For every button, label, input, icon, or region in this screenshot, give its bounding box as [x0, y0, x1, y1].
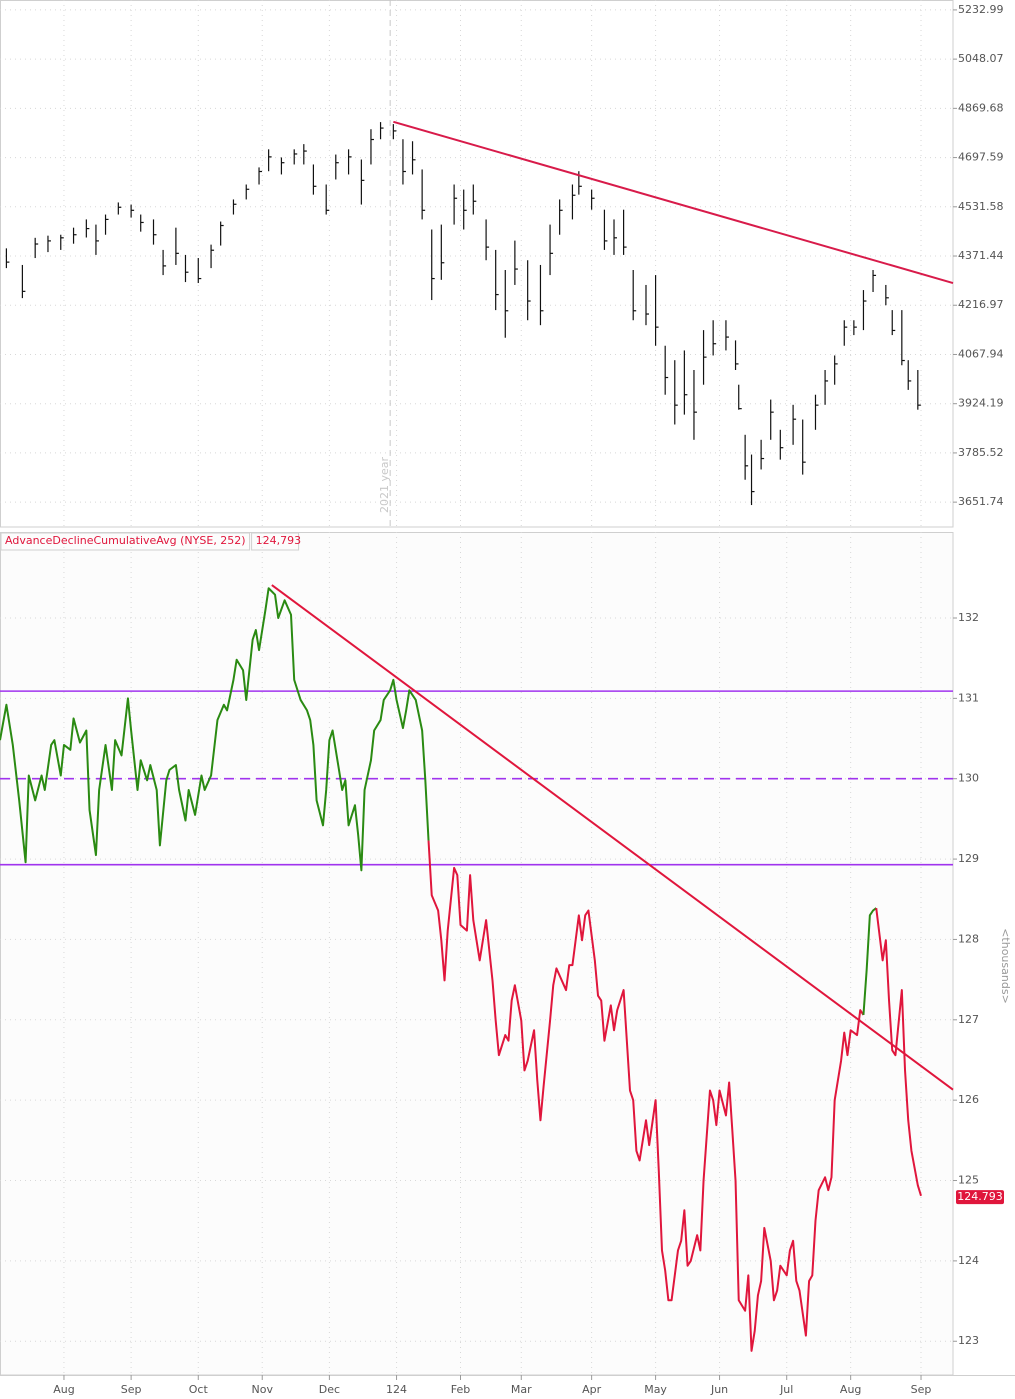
- breadth-line: [427, 840, 865, 1352]
- x-tick-label: Nov: [252, 1383, 274, 1396]
- y-tick-label: 124: [958, 1254, 979, 1267]
- y-tick-label: 3651.74: [958, 495, 1004, 508]
- x-tick-label: May: [644, 1383, 667, 1396]
- y-tick-label: 4869.68: [958, 101, 1004, 114]
- trendline: [271, 584, 954, 1091]
- y-tick-label: 125: [958, 1174, 979, 1187]
- price-panel: [0, 0, 954, 528]
- x-tick-label: Mar: [511, 1383, 532, 1396]
- indicator-title-box: [0, 532, 251, 551]
- indicator-value: 124,793: [256, 534, 302, 547]
- y-tick-label: 126: [958, 1093, 979, 1106]
- x-tick-label: 124: [386, 1383, 407, 1396]
- y-tick-label: 5232.99: [958, 3, 1004, 16]
- y-tick-label: 132: [958, 611, 979, 624]
- last-value-label: 124.793: [957, 1190, 1003, 1203]
- y-tick-label: 129: [958, 852, 979, 865]
- x-tick-label: Jul: [779, 1383, 793, 1396]
- breadth-line: [875, 907, 922, 1197]
- y-tick-label: 4697.59: [958, 151, 1004, 164]
- y-tick-label: 4216.97: [958, 298, 1004, 311]
- breadth-line: [0, 587, 430, 872]
- y-tick-label: 4371.44: [958, 249, 1004, 262]
- y-tick-label: 3924.19: [958, 397, 1004, 410]
- x-tick-label: Jun: [710, 1383, 728, 1396]
- trendline: [393, 120, 954, 284]
- x-tick-label: Dec: [319, 1383, 340, 1396]
- x-tick-label: Oct: [189, 1383, 209, 1396]
- indicator-title: AdvanceDeclineCumulativeAvg (NYSE, 252): [5, 534, 246, 547]
- last-value-tag: [956, 1190, 1004, 1205]
- x-tick-label: Sep: [121, 1383, 142, 1396]
- indicator-value-box: [251, 532, 300, 551]
- y-tick-label: 4067.94: [958, 347, 1004, 360]
- y-tick-label: 127: [958, 1013, 979, 1026]
- x-tick-label: Aug: [840, 1383, 861, 1396]
- breadth-panel: [0, 532, 954, 1376]
- x-tick-label: Feb: [451, 1383, 470, 1396]
- y-tick-label: 131: [958, 691, 979, 704]
- y-tick-label: 130: [958, 772, 979, 785]
- x-tick-label: Sep: [911, 1383, 932, 1396]
- breadth-line: [862, 907, 877, 1016]
- x-tick-label: Aug: [53, 1383, 74, 1396]
- y-tick-label: 4531.58: [958, 200, 1004, 213]
- x-tick-label: Apr: [582, 1383, 602, 1396]
- y-tick-label: 5048.07: [958, 52, 1004, 65]
- y-tick-label: 3785.52: [958, 446, 1004, 459]
- y-axis-label: <thousands>: [999, 928, 1012, 1004]
- y-tick-label: 128: [958, 932, 979, 945]
- y-tick-label: 123: [958, 1334, 979, 1347]
- year-label: 2021 year: [378, 457, 391, 514]
